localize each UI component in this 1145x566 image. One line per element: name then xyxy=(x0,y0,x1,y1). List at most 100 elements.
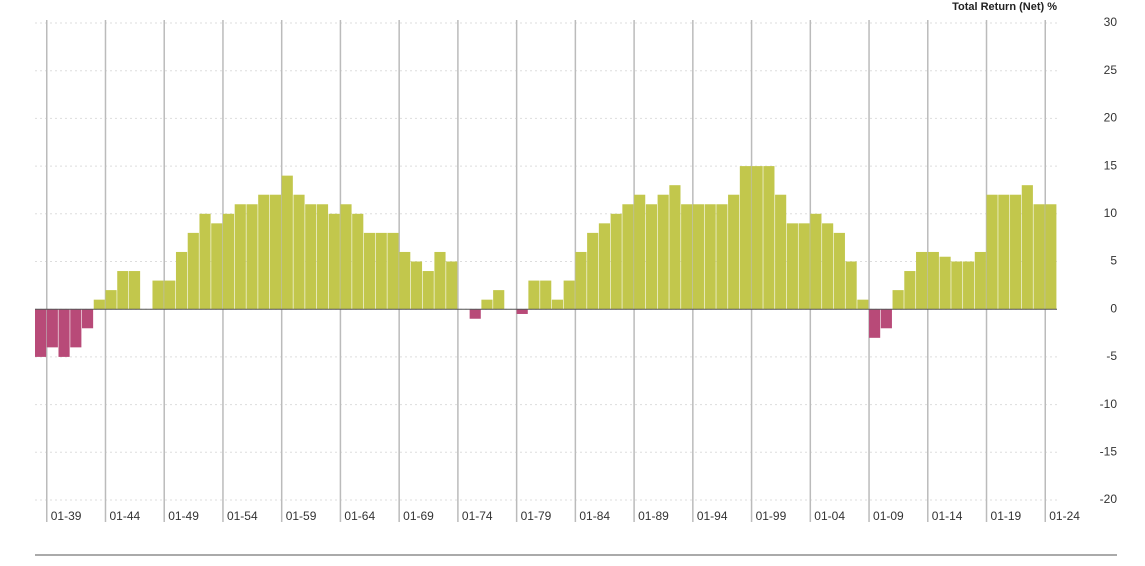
bar xyxy=(634,194,646,310)
bar xyxy=(587,232,599,310)
bar xyxy=(528,280,540,310)
bar xyxy=(1045,204,1057,310)
bar xyxy=(375,232,387,310)
bar xyxy=(234,204,246,310)
bar xyxy=(657,194,669,310)
bar xyxy=(810,213,822,310)
x-tick-label: 01-09 xyxy=(873,509,904,523)
bar xyxy=(340,204,352,310)
bar xyxy=(692,204,704,310)
bar xyxy=(540,280,552,310)
bar xyxy=(575,251,587,310)
x-tick-label: 01-14 xyxy=(932,509,963,523)
bar xyxy=(892,290,904,310)
bar xyxy=(305,204,317,310)
bar xyxy=(293,194,305,310)
bar xyxy=(622,204,634,310)
bar xyxy=(164,280,176,310)
x-tick-label: 01-94 xyxy=(697,509,728,523)
bar xyxy=(751,166,763,310)
x-tick-label: 01-69 xyxy=(403,509,434,523)
bar xyxy=(70,309,82,348)
bar xyxy=(833,232,845,310)
bar xyxy=(904,271,916,310)
y-tick-label: 15 xyxy=(1104,158,1118,172)
bar xyxy=(481,299,493,310)
bar xyxy=(316,204,329,310)
bar xyxy=(434,251,446,310)
bar xyxy=(728,194,740,310)
bar xyxy=(446,261,458,310)
x-tick-label: 01-99 xyxy=(756,509,787,523)
bar xyxy=(363,232,376,310)
bar xyxy=(1033,204,1045,310)
x-tick-label: 01-04 xyxy=(814,509,845,523)
bar xyxy=(422,271,434,310)
bar xyxy=(187,232,199,310)
bar xyxy=(669,185,681,310)
x-tick-label: 01-64 xyxy=(344,509,375,523)
x-tick-label: 01-19 xyxy=(991,509,1022,523)
bar xyxy=(998,194,1010,310)
bar xyxy=(211,223,223,310)
x-tick-label: 01-49 xyxy=(168,509,199,523)
bar xyxy=(916,251,928,310)
bar xyxy=(152,280,164,310)
bar xyxy=(798,223,810,310)
axis-title: Total Return (Net) % xyxy=(952,1,1057,13)
bar xyxy=(35,309,47,357)
bar xyxy=(269,194,282,310)
y-tick-label: 25 xyxy=(1104,63,1118,77)
x-tick-label: 01-39 xyxy=(51,509,82,523)
y-tick-label: 30 xyxy=(1104,15,1118,29)
bar xyxy=(469,309,481,319)
bar xyxy=(645,204,657,310)
bar xyxy=(681,204,693,310)
bar xyxy=(516,309,528,314)
y-tick-label: -5 xyxy=(1106,349,1117,363)
y-tick-label: 5 xyxy=(1110,254,1117,268)
bar xyxy=(175,251,188,310)
x-tick-label: 01-44 xyxy=(109,509,140,523)
bar xyxy=(704,204,716,310)
y-tick-label: -15 xyxy=(1100,444,1118,458)
y-tick-label: -20 xyxy=(1100,492,1118,506)
bar xyxy=(1021,185,1033,310)
bar xyxy=(775,194,787,310)
y-tick-label: 10 xyxy=(1104,206,1118,220)
bar xyxy=(281,175,293,310)
bar xyxy=(716,204,728,310)
bar xyxy=(258,194,270,310)
bar xyxy=(845,261,857,310)
bar xyxy=(93,299,105,310)
bar xyxy=(387,232,399,310)
bar xyxy=(410,261,423,310)
bar xyxy=(739,166,751,310)
bar xyxy=(563,280,575,310)
x-tick-label: 01-54 xyxy=(227,509,258,523)
bar xyxy=(939,256,951,310)
y-tick-label: -10 xyxy=(1100,397,1118,411)
bar xyxy=(128,271,141,310)
bar xyxy=(598,223,611,310)
bar xyxy=(880,309,892,329)
bar xyxy=(963,261,975,310)
bar xyxy=(857,299,869,310)
bar xyxy=(551,299,564,310)
bar xyxy=(81,309,94,329)
bar xyxy=(222,213,235,310)
bar xyxy=(117,271,129,310)
bar xyxy=(199,213,211,310)
bar xyxy=(927,251,939,310)
x-tick-label: 01-79 xyxy=(521,509,552,523)
x-tick-label: 01-84 xyxy=(579,509,610,523)
bar xyxy=(328,213,340,310)
bar xyxy=(951,261,963,310)
bar xyxy=(822,223,834,310)
x-tick-label: 01-89 xyxy=(638,509,669,523)
x-tick-label: 01-74 xyxy=(462,509,493,523)
bar xyxy=(1010,194,1022,310)
bar xyxy=(399,251,411,310)
y-tick-label: 0 xyxy=(1110,301,1117,315)
bar xyxy=(869,309,881,338)
